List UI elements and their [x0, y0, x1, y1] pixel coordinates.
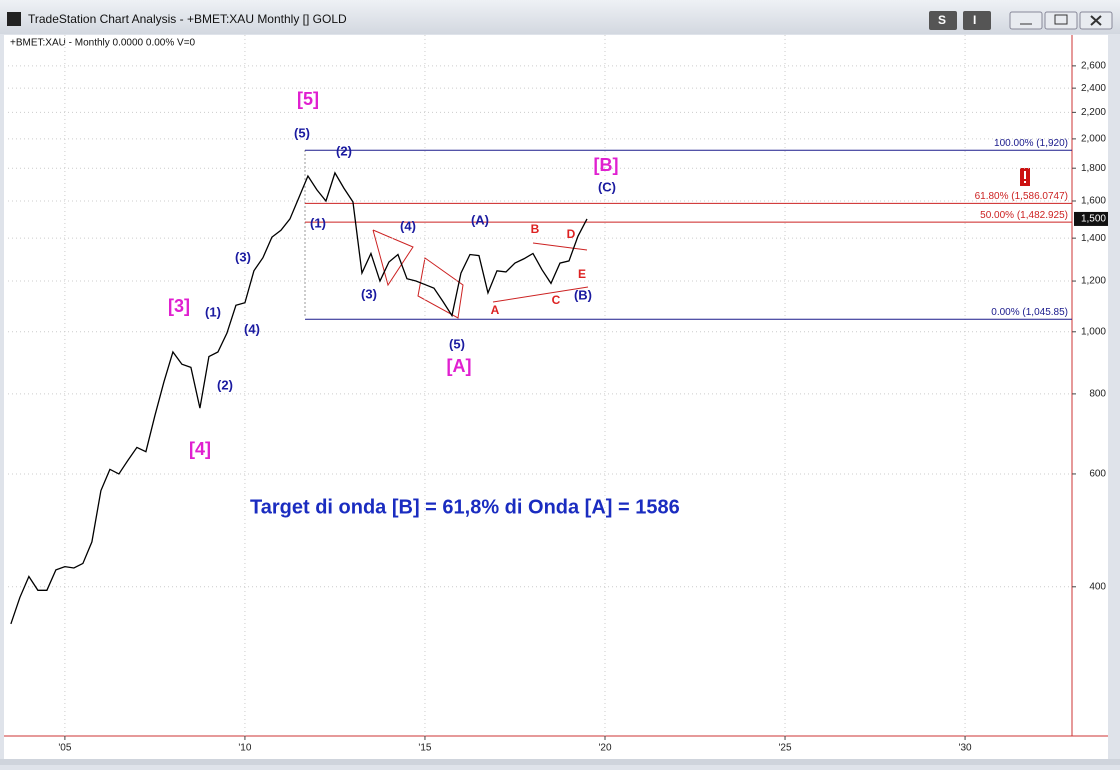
y-tick-label: 600 [1089, 469, 1106, 480]
y-tick-label: 2,200 [1081, 107, 1106, 118]
fib-level-label: 100.00% (1,920) [994, 138, 1068, 149]
fib-level-label: 0.00% (1,045.85) [991, 307, 1068, 318]
y-tick-label: 400 [1089, 581, 1106, 592]
app-icon [7, 12, 21, 26]
x-tick-label: '25 [779, 743, 792, 754]
wave-label: (C) [598, 179, 616, 194]
x-tick-label: '30 [959, 743, 972, 754]
y-tick-label: 800 [1089, 389, 1106, 400]
y-tick-label: 1,200 [1081, 276, 1106, 287]
y-tick-label: 2,000 [1081, 134, 1106, 145]
wave-label: E [578, 267, 586, 281]
window-title: TradeStation Chart Analysis - +BMET:XAU … [28, 12, 347, 26]
s-button[interactable] [929, 11, 957, 30]
wave-label: [B] [594, 155, 619, 175]
x-tick-label: '05 [58, 743, 71, 754]
s-button-label[interactable]: S [938, 13, 946, 27]
wave-label: (4) [244, 321, 260, 336]
y-tick-label: 1,600 [1081, 196, 1106, 207]
wave-label: (5) [294, 125, 310, 140]
wave-label: [3] [168, 296, 190, 316]
target-annotation: Target di onda [B] = 61,8% di Onda [A] =… [250, 496, 680, 518]
wave-label: (2) [217, 377, 233, 392]
fib-level-label: 61.80% (1,586.0747) [975, 191, 1068, 202]
symbol-header: +BMET:XAU - Monthly 0.0000 0.00% V=0 [10, 38, 196, 49]
x-tick-label: '15 [418, 743, 431, 754]
wave-label: [4] [189, 439, 211, 459]
y-tick-label: 1,000 [1081, 326, 1106, 337]
minimize-button[interactable] [1009, 11, 1043, 30]
last-price-box [1074, 211, 1108, 226]
x-tick-label: '10 [238, 743, 251, 754]
wave-label: [5] [297, 89, 319, 109]
wave-label: [A] [447, 356, 472, 376]
close-icon [1090, 15, 1102, 26]
wave-label: C [552, 293, 561, 307]
wave-label: B [531, 222, 540, 236]
wave-label: (1) [205, 304, 221, 319]
wave-label: (A) [471, 212, 489, 227]
wave-label: (1) [310, 215, 326, 230]
y-tick-label: 2,400 [1081, 83, 1106, 94]
y-tick-label: 1,400 [1081, 233, 1106, 244]
wave-label: (3) [235, 249, 251, 264]
wave-label: (B) [574, 287, 592, 302]
chart-area [4, 35, 1108, 759]
wave-label: (5) [449, 336, 465, 351]
scrollbar[interactable] [0, 759, 1120, 765]
y-tick-label: 1,800 [1081, 163, 1106, 174]
wave-label: (4) [400, 218, 416, 233]
x-tick-label: '20 [598, 743, 611, 754]
i-button[interactable] [963, 11, 991, 30]
wave-label: (3) [361, 286, 377, 301]
i-button-label[interactable]: I [973, 13, 976, 27]
y-tick-label: 2,600 [1081, 61, 1106, 72]
wave-label: D [567, 227, 576, 241]
price-line [10, 171, 588, 625]
fib-level-label: 50.00% (1,482.925) [980, 210, 1068, 221]
wave-label: (2) [336, 143, 352, 158]
maximize-button[interactable] [1044, 11, 1078, 30]
wave-label: A [491, 303, 500, 317]
window-icons [1020, 14, 1068, 25]
last-price-label: 1,500 [1081, 214, 1106, 225]
